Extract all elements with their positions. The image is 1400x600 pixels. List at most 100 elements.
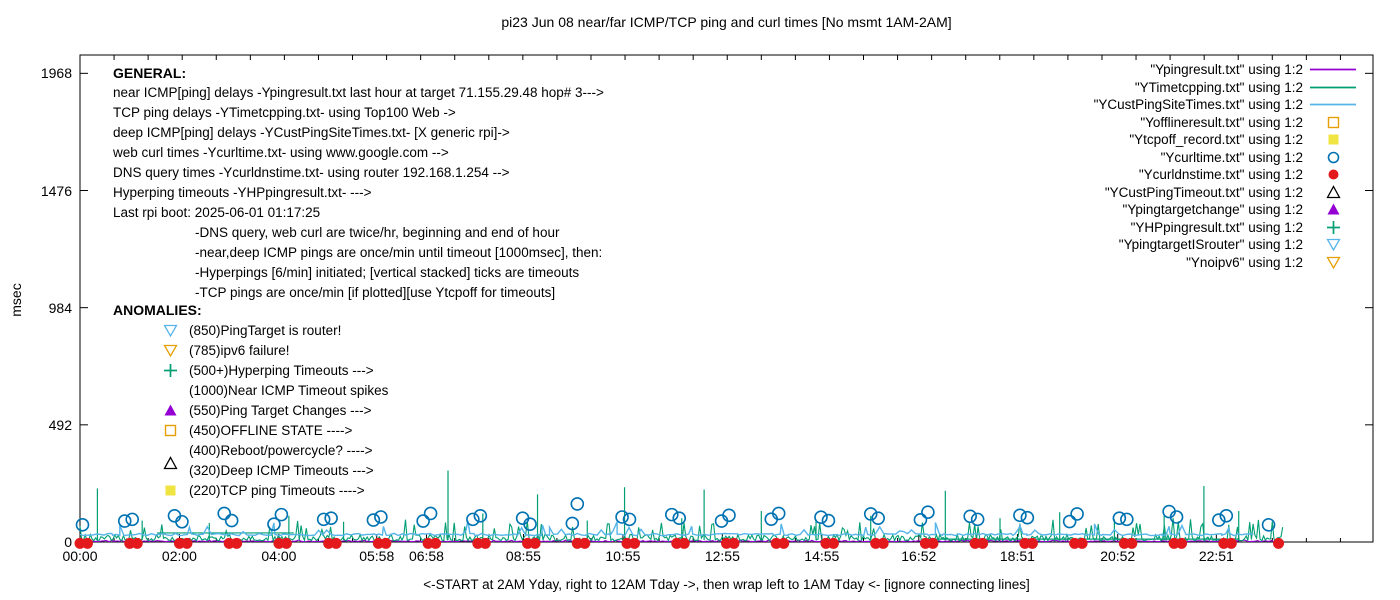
anomaly-label: (220)TCP ping Timeouts ----> [189,482,365,498]
dns-point [678,537,690,549]
circle-filled-icon [1309,167,1357,182]
curl-point [267,517,281,531]
curl-point [814,510,828,525]
anomaly-label: (320)Deep ICMP Timeouts ---> [189,462,374,478]
anomaly-row: (320)Deep ICMP Timeouts ---> [163,455,388,480]
curl-point [175,514,189,529]
legend-label: "Yofflineresult.txt" using 1:2 [1140,114,1303,130]
anomaly-label: (500+)Hyperping Timeouts ---> [189,362,374,378]
legend-label: "Ytcpoff_record.txt" using 1:2 [1129,132,1303,148]
anomaly-row: (850)PingTarget is router! [163,320,388,340]
tri-up-open-icon [163,455,178,471]
legend-row: "YCustPingTimeout.txt" using 1:2 [1094,184,1357,202]
legend-label: "YHPpingresult.txt" using 1:2 [1130,219,1303,235]
legend-row: "Ynoipv6" using 1:2 [1094,254,1357,272]
legend-row: "Ytcpoff_record.txt" using 1:2 [1094,131,1357,149]
dns-point [380,537,392,549]
anomaly-row: (500+)Hyperping Timeouts ---> [163,360,388,380]
general-note: -Hyperpings [6/min] initiated; [vertical… [195,265,580,280]
x-tick-label: 02:00 [161,548,197,564]
legend-label: "YCustPingTimeout.txt" using 1:2 [1104,184,1303,200]
dns-point [81,537,93,549]
square-filled-icon [163,483,178,498]
x-tick-label: 22:51 [1198,548,1234,564]
general-line: TCP ping delays -YTimetcpping.txt- using… [113,105,456,120]
x-tick-label: 06:58 [408,548,444,564]
legend-label: "YpingtargetISrouter" using 1:2 [1118,237,1303,253]
circle-open-icon [1309,150,1357,165]
tri-down-open-icon [163,323,178,338]
anomaly-label: (450)OFFLINE STATE ----> [189,422,353,438]
general-line: Last rpi boot: 2025-06-01 01:17:25 [113,205,321,220]
x-tick-label: 12:55 [704,548,740,564]
legend-label: "Ypingresult.txt" using 1:2 [1150,62,1303,78]
plus-icon [163,363,178,378]
general-line: DNS query times -Ycurldnstime.txt- using… [113,165,510,180]
dns-point [827,537,839,549]
general-line: web curl times -Ycurltime.txt- using www… [113,145,449,160]
x-tick-label: 04:00 [261,548,297,564]
legend-row: "YHPpingresult.txt" using 1:2 [1094,219,1357,237]
y-tick-label: 492 [48,416,72,433]
curl-point [366,513,381,527]
anomaly-label: (400)Reboot/powercycle? ----> [189,442,373,458]
dns-point [280,537,292,549]
y-tick-label: 984 [48,299,72,316]
dns-point [231,537,243,549]
anomalies-block: ANOMALIES: (850)PingTarget is router! (78… [113,300,388,500]
y-tick-label: 0 [64,534,72,550]
dns-point [579,537,591,549]
curl-point [473,509,488,523]
curl-point [565,516,580,531]
anomaly-row: (550)Ping Target Changes ---> [163,400,388,420]
anomaly-row: (220)TCP ping Timeouts ----> [163,480,388,500]
square-open-icon [163,423,178,438]
legend: "Ypingresult.txt" using 1:2 "YTimetcpping… [1094,61,1357,271]
anomaly-label: (1000)Near ICMP Timeout spikes [189,382,389,398]
legend-row: "Yofflineresult.txt" using 1:2 [1094,114,1357,132]
dns-point [131,537,143,549]
dns-point [529,537,541,549]
curl-point [863,507,878,521]
anomaly-row: (400)Reboot/powercycle? ----> [163,440,388,460]
curl-point [1062,514,1077,529]
legend-row: "YCustPingSiteTimes.txt" using 1:2 [1094,96,1357,114]
curl-point [1169,510,1184,524]
x-tick-label: 14:55 [804,548,840,564]
general-note: -TCP pings are once/min [if plotted][use… [195,285,556,300]
curl-point [622,512,637,527]
line-icon [1309,62,1357,77]
tri-down-open-icon [1309,237,1357,252]
legend-row: "Ypingtargetchange" using 1:2 [1094,201,1357,219]
dns-point [330,537,342,549]
dns-point [1026,537,1038,549]
curl-point [374,510,388,524]
no-icon [163,383,178,398]
square-filled-icon [1309,132,1357,147]
legend-label: "Ypingtargetchange" using 1:2 [1122,202,1303,218]
line-icon [1309,80,1357,95]
curl-point [75,518,90,532]
x-tick-label: 20:52 [1100,548,1136,564]
tri-down-open-icon [163,343,178,358]
general-notes: -DNS query, web curl are twice/hr, begin… [195,223,604,303]
curl-point [963,509,977,524]
x-tick-label: 00:00 [62,548,98,564]
dns-point [927,537,939,549]
general-heading: GENERAL: [113,65,187,81]
dns-point [1273,537,1285,549]
x-tick-label: 16:52 [901,548,937,564]
legend-label: "YTimetcpping.txt" using 1:2 [1134,79,1303,95]
x-tick-label: 18:51 [999,548,1035,564]
curl-point [466,512,480,527]
square-open-icon [1309,115,1357,130]
dns-point [430,537,442,549]
anomaly-label: (550)Ping Target Changes ---> [189,402,372,418]
curl-point [523,517,537,531]
general-note: -DNS query, web curl are twice/hr, begin… [195,225,560,240]
chart-title: pi23 Jun 08 near/far ICMP/TCP ping and c… [501,14,952,30]
tri-down-open-icon [1309,255,1357,270]
dns-point [778,537,790,549]
curl-point [722,508,736,523]
curl-point [1212,513,1226,527]
